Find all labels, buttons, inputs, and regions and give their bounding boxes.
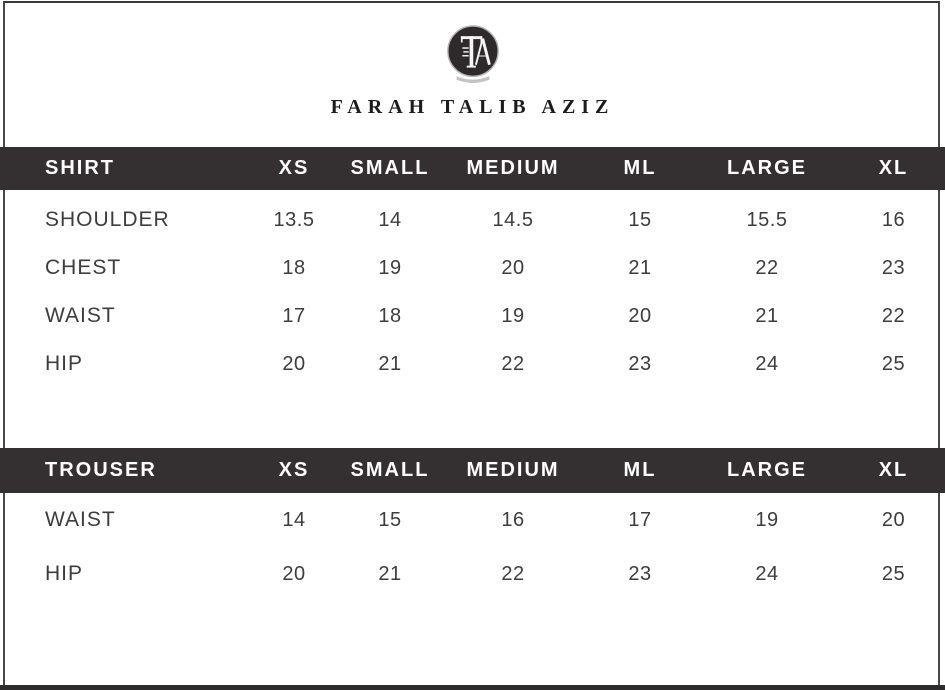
- cell-value: 19: [501, 304, 525, 327]
- shirt-col-medium: MEDIUM: [466, 157, 560, 179]
- cell-value: 16: [501, 508, 525, 531]
- cell-value: 24: [755, 352, 779, 375]
- cell-value: 17: [282, 304, 306, 327]
- cell-value: 22: [501, 352, 525, 375]
- page-bottom-band: [0, 685, 945, 690]
- shirt-table-body: SHOULDER 13.5 14 14.5 15 15.5 16 CHEST 1…: [0, 196, 945, 388]
- trouser-table-title: TROUSER: [45, 459, 157, 481]
- cell-value: 20: [628, 304, 652, 327]
- shirt-col-large: LARGE: [727, 157, 807, 179]
- shirt-table-header: SHIRT XS SMALL MEDIUM ML LARGE XL: [0, 147, 945, 190]
- logo-letter-t: [460, 36, 482, 68]
- cell-value: 21: [628, 256, 652, 279]
- logo-ribbon: [456, 76, 489, 84]
- shirt-col-small: SMALL: [350, 157, 430, 179]
- logo-dashes: [461, 47, 469, 57]
- cell-value: 19: [755, 508, 779, 531]
- cell-value: 22: [501, 562, 525, 585]
- trouser-col-ml: ML: [623, 459, 657, 481]
- trouser-col-large: LARGE: [727, 459, 807, 481]
- cell-value: 20: [881, 508, 906, 531]
- row-label: SHOULDER: [45, 208, 170, 231]
- cell-value: 24: [755, 562, 779, 585]
- cell-value: 22: [881, 304, 906, 327]
- trouser-table-body: WAIST 14 15 16 17 19 20 HIP 20 21 22 23 …: [0, 493, 945, 601]
- table-row-waist: WAIST 17 18 19 20 21 22: [0, 292, 945, 340]
- brand-name: FARAH TALIB AZIZ: [330, 96, 615, 118]
- shirt-col-ml: ML: [623, 157, 657, 179]
- shirt-col-xs: XS: [278, 157, 310, 179]
- cell-value: 15.5: [746, 208, 788, 231]
- table-row-chest: CHEST 18 19 20 21 22 23: [0, 244, 945, 292]
- brand-header: FARAH TALIB AZIZ: [0, 22, 945, 119]
- trouser-table-header: TROUSER XS SMALL MEDIUM ML LARGE XL: [0, 448, 945, 493]
- cell-value: 21: [378, 562, 402, 585]
- cell-value: 20: [282, 352, 306, 375]
- row-label: HIP: [45, 352, 84, 375]
- cell-value: 14: [378, 208, 402, 231]
- cell-value: 18: [378, 304, 402, 327]
- trouser-col-xs: XS: [278, 459, 310, 481]
- cell-value: 18: [282, 256, 306, 279]
- table-row-waist: WAIST 14 15 16 17 19 20: [0, 493, 945, 547]
- cell-value: 23: [628, 562, 652, 585]
- cell-value: 15: [628, 208, 652, 231]
- cell-value: 20: [501, 256, 525, 279]
- cell-value: 21: [755, 304, 779, 327]
- trouser-col-xl: XL: [878, 459, 909, 481]
- cell-value: 14.5: [492, 208, 534, 231]
- table-row-hip: HIP 20 21 22 23 24 25: [0, 547, 945, 601]
- cell-value: 22: [755, 256, 779, 279]
- cell-value: 25: [881, 562, 906, 585]
- trouser-col-small: SMALL: [350, 459, 430, 481]
- table-row-shoulder: SHOULDER 13.5 14 14.5 15 15.5 16: [0, 196, 945, 244]
- cell-value: 25: [881, 352, 906, 375]
- row-label: HIP: [45, 562, 84, 585]
- cell-value: 16: [881, 208, 906, 231]
- row-label: WAIST: [45, 304, 116, 327]
- row-label: CHEST: [45, 256, 122, 279]
- cell-value: 21: [378, 352, 402, 375]
- table-row-hip: HIP 20 21 22 23 24 25: [0, 340, 945, 388]
- cell-value: 14: [282, 508, 306, 531]
- cell-value: 20: [282, 562, 306, 585]
- cell-value: 19: [378, 256, 402, 279]
- cell-value: 13.5: [273, 208, 315, 231]
- logo-letter-a: [474, 38, 491, 66]
- cell-value: 17: [628, 508, 652, 531]
- brand-logo-monogram-icon: [446, 25, 499, 84]
- trouser-col-medium: MEDIUM: [466, 459, 560, 481]
- shirt-table-title: SHIRT: [45, 157, 115, 179]
- shirt-col-xl: XL: [878, 157, 909, 179]
- cell-value: 23: [881, 256, 906, 279]
- row-label: WAIST: [45, 508, 116, 531]
- cell-value: 23: [628, 352, 652, 375]
- cell-value: 15: [378, 508, 402, 531]
